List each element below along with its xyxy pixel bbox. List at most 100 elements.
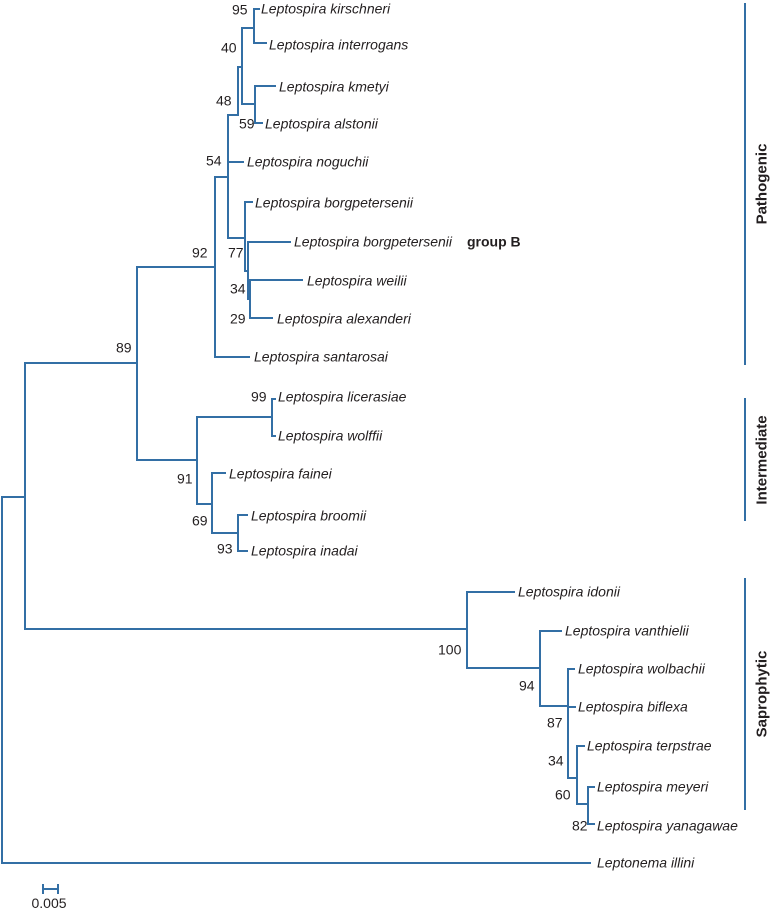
bootstrap-value: 54 xyxy=(206,152,222,169)
branch-segment xyxy=(249,317,273,319)
branch-segment xyxy=(24,362,138,364)
branch-segment xyxy=(196,416,198,505)
branch-segment xyxy=(567,777,578,779)
bootstrap-value: 69 xyxy=(192,512,208,529)
taxon-label: Leptospira kirschneri xyxy=(261,0,391,17)
taxon-label: Leptospira fainei xyxy=(229,465,332,482)
bootstrap-value: 92 xyxy=(192,244,208,261)
taxon-label: Leptospira biflexa xyxy=(578,698,688,715)
scale-bar-label: 0.005 xyxy=(31,895,67,911)
group-label: Intermediate xyxy=(753,414,771,505)
branch-segment xyxy=(254,85,256,124)
bootstrap-value: 77 xyxy=(228,244,244,261)
branch-segment xyxy=(1,862,591,864)
taxon-label: Leptospira borgpetersenii xyxy=(294,233,452,250)
branch-segment xyxy=(227,114,239,116)
taxon-label: Leptospira santarosai xyxy=(254,348,388,365)
branch-segment xyxy=(254,122,263,124)
branch-segment xyxy=(214,176,229,178)
branch-segment xyxy=(227,161,244,163)
branch-segment xyxy=(1,496,3,864)
branch-segment xyxy=(237,514,248,516)
branch-segment xyxy=(253,42,267,44)
scale-bar-line xyxy=(43,888,58,890)
branch-segment xyxy=(249,279,303,281)
branch-segment xyxy=(539,630,541,707)
branch-segment xyxy=(587,786,595,788)
branch-segment xyxy=(211,532,239,534)
bootstrap-value: 82 xyxy=(572,817,588,834)
bootstrap-value: 93 xyxy=(217,540,233,557)
branch-segment xyxy=(271,398,276,400)
scale-bar-right-tick xyxy=(57,884,59,894)
branch-segment xyxy=(253,8,255,44)
taxon-label: Leptospira noguchii xyxy=(247,153,369,170)
branch-segment xyxy=(136,266,216,268)
branch-segment xyxy=(136,459,198,461)
group-bracket-bar xyxy=(744,578,746,810)
branch-segment xyxy=(466,667,541,669)
branch-segment xyxy=(576,745,585,747)
group-label: Pathogenic xyxy=(753,143,771,225)
branch-segment xyxy=(249,279,251,319)
branch-segment xyxy=(466,591,515,593)
taxon-label: Leptospira broomii xyxy=(251,507,367,524)
taxon-label: Leptospira kmetyi xyxy=(279,78,389,95)
taxon-label: Leptonema illini xyxy=(597,854,695,871)
branch-segment xyxy=(466,591,468,669)
branch-segment xyxy=(136,266,138,461)
branch-segment xyxy=(237,514,239,552)
branch-segment xyxy=(539,705,569,707)
branch-segment xyxy=(24,628,468,630)
taxon-label: Leptospira yanagawae xyxy=(597,817,738,834)
branch-segment xyxy=(247,241,249,300)
group-label: Saprophytic xyxy=(753,650,771,738)
taxon-label: Leptospira alstonii xyxy=(265,115,378,132)
branch-segment xyxy=(567,668,569,779)
branch-segment xyxy=(567,706,576,708)
branch-segment xyxy=(576,803,589,805)
branch-segment xyxy=(271,398,273,437)
branch-segment xyxy=(214,176,216,358)
bootstrap-value: 34 xyxy=(230,280,246,297)
group-bracket-bar xyxy=(744,3,746,365)
branch-segment xyxy=(576,745,578,805)
taxon-suffix-label: group B xyxy=(467,233,521,250)
branch-segment xyxy=(244,201,246,272)
branch-segment xyxy=(247,241,291,243)
taxon-label: Leptospira idonii xyxy=(518,583,620,600)
bootstrap-value: 99 xyxy=(251,388,267,405)
bootstrap-value: 94 xyxy=(519,677,535,694)
taxon-label: Leptospira terpstrae xyxy=(587,737,712,754)
branch-segment xyxy=(539,630,562,632)
bootstrap-value: 60 xyxy=(555,786,571,803)
branch-segment xyxy=(237,66,243,68)
branch-segment xyxy=(24,362,26,630)
taxon-label: Leptospira wolffii xyxy=(278,427,383,444)
taxon-label: Leptospira meyeri xyxy=(597,778,709,795)
group-bracket-bar xyxy=(744,398,746,521)
taxon-label: Leptospira inadai xyxy=(251,542,358,559)
bootstrap-value: 87 xyxy=(547,714,563,731)
branch-segment xyxy=(227,237,246,239)
branch-segment xyxy=(1,496,26,498)
bootstrap-value: 48 xyxy=(216,92,232,109)
bootstrap-value: 40 xyxy=(221,39,237,56)
bootstrap-value: 29 xyxy=(230,310,246,327)
bootstrap-value: 34 xyxy=(548,752,564,769)
branch-segment xyxy=(254,85,276,87)
branch-segment xyxy=(196,416,273,418)
branch-segment xyxy=(237,66,239,116)
branch-segment xyxy=(211,472,226,474)
scale-bar-left-tick xyxy=(42,884,44,894)
taxon-label: Leptospira wolbachii xyxy=(578,660,705,677)
taxon-label: Leptospira licerasiae xyxy=(278,388,407,405)
branch-segment xyxy=(567,668,575,670)
taxon-label: Leptospira vanthielii xyxy=(565,622,689,639)
branch-segment xyxy=(227,114,229,239)
branch-segment xyxy=(211,472,213,534)
taxon-label: Leptospira borgpetersenii xyxy=(255,194,413,211)
branch-segment xyxy=(237,550,248,552)
branch-segment xyxy=(587,786,589,825)
